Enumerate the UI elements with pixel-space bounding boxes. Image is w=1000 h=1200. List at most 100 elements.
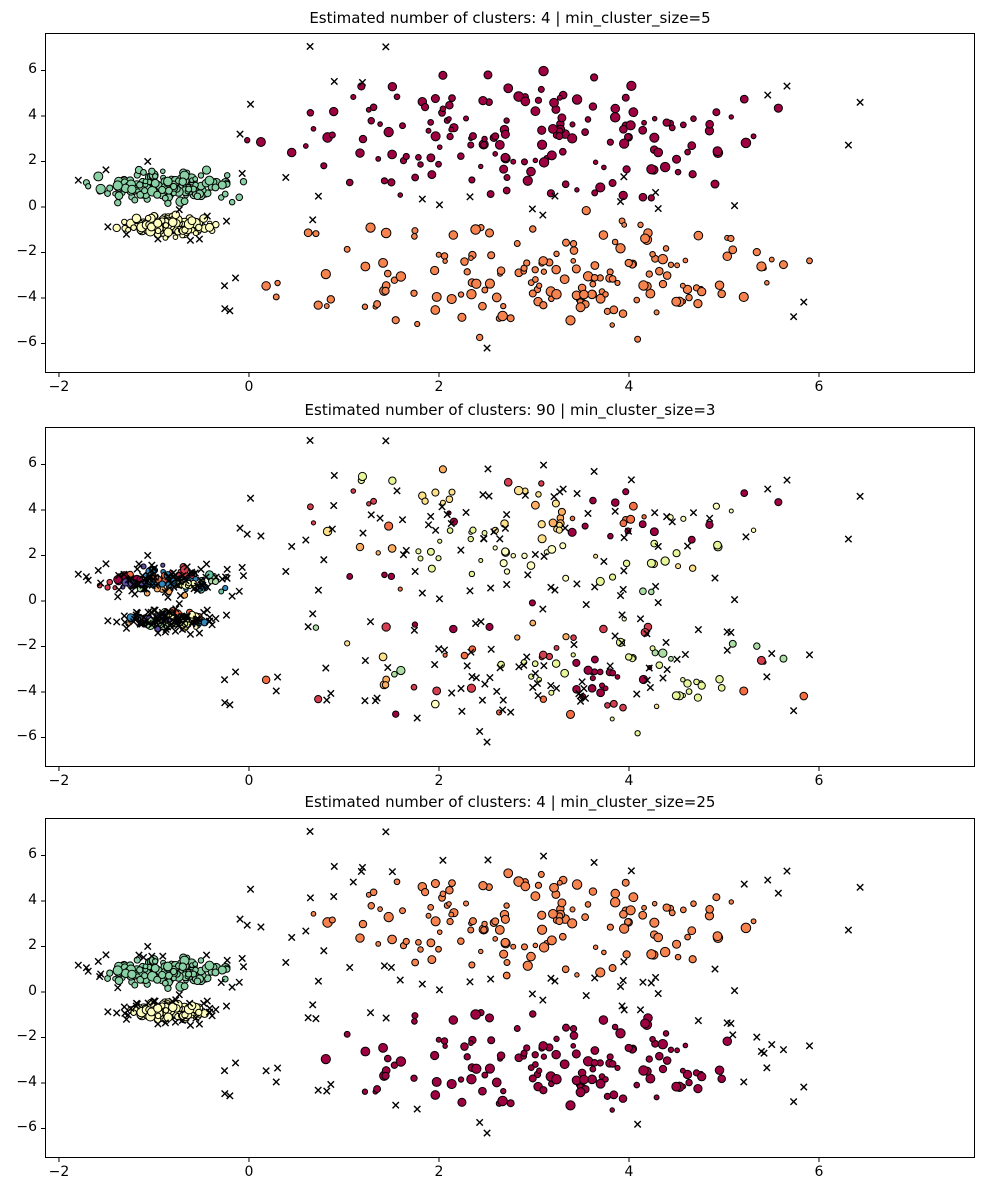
noise-point bbox=[182, 576, 190, 585]
data-point bbox=[387, 81, 398, 92]
noise-point bbox=[481, 680, 489, 688]
noise-point bbox=[94, 566, 102, 575]
data-point bbox=[705, 119, 714, 129]
data-point bbox=[503, 959, 511, 967]
data-point bbox=[671, 691, 681, 701]
x-tick-label: 6 bbox=[814, 379, 824, 395]
data-point bbox=[598, 1015, 609, 1025]
data-point bbox=[448, 1015, 459, 1025]
data-point bbox=[148, 167, 156, 175]
noise-point bbox=[618, 1002, 626, 1010]
data-point bbox=[637, 221, 644, 229]
axes-border bbox=[45, 818, 975, 1158]
data-point bbox=[388, 476, 397, 485]
data-point bbox=[478, 163, 484, 170]
data-point bbox=[500, 914, 510, 924]
data-point bbox=[551, 289, 562, 300]
noise-point bbox=[633, 690, 641, 698]
noise-point bbox=[600, 557, 608, 566]
noise-point bbox=[740, 880, 748, 888]
noise-point bbox=[424, 521, 433, 529]
data-point bbox=[679, 282, 686, 289]
data-point bbox=[596, 688, 605, 698]
data-point bbox=[532, 276, 539, 283]
noise-point bbox=[174, 582, 183, 590]
data-point bbox=[497, 310, 508, 322]
data-point bbox=[539, 650, 548, 660]
data-point bbox=[551, 1049, 561, 1060]
data-point bbox=[313, 300, 323, 310]
data-point bbox=[628, 107, 639, 118]
noise-point bbox=[582, 991, 590, 1000]
data-point bbox=[475, 333, 484, 342]
noise-point bbox=[314, 977, 323, 985]
noise-point bbox=[413, 714, 421, 722]
data-point bbox=[205, 222, 215, 232]
noise-point bbox=[528, 205, 537, 213]
data-point bbox=[587, 289, 597, 300]
data-point bbox=[445, 886, 454, 895]
data-point bbox=[381, 681, 390, 689]
data-point bbox=[136, 190, 145, 199]
noise-point bbox=[856, 98, 864, 107]
data-point bbox=[685, 1078, 693, 1087]
noise-point bbox=[856, 883, 864, 892]
noise-point bbox=[643, 630, 651, 638]
data-point bbox=[114, 976, 124, 986]
noise-point bbox=[220, 282, 229, 290]
axes-border bbox=[45, 33, 975, 373]
data-point bbox=[360, 1046, 371, 1057]
noise-point bbox=[104, 1008, 112, 1016]
data-point bbox=[587, 1074, 597, 1085]
noise-point bbox=[399, 550, 408, 559]
data-point bbox=[581, 913, 589, 921]
data-point bbox=[556, 879, 563, 886]
data-point bbox=[160, 168, 166, 175]
data-point bbox=[662, 1030, 670, 1037]
data-point bbox=[712, 108, 721, 117]
data-point bbox=[367, 117, 375, 125]
noise-point bbox=[322, 664, 330, 672]
data-point bbox=[536, 1067, 543, 1074]
noise-point bbox=[411, 567, 419, 576]
data-point bbox=[499, 164, 509, 174]
data-point bbox=[383, 269, 392, 278]
noise-point bbox=[531, 550, 540, 559]
noise-point bbox=[410, 626, 419, 635]
data-point bbox=[717, 1074, 726, 1084]
data-point bbox=[728, 245, 738, 255]
data-point bbox=[532, 157, 539, 164]
data-point bbox=[614, 279, 621, 286]
noise-point bbox=[643, 676, 651, 684]
data-point bbox=[739, 94, 749, 104]
noise-point bbox=[711, 965, 719, 973]
data-point bbox=[162, 222, 170, 229]
data-point bbox=[520, 881, 531, 892]
data-point bbox=[513, 485, 524, 496]
noise-point bbox=[151, 573, 159, 581]
data-point bbox=[440, 1037, 449, 1045]
data-point bbox=[653, 703, 660, 710]
data-point bbox=[402, 937, 410, 946]
data-point bbox=[538, 480, 545, 487]
data-point bbox=[658, 648, 668, 658]
noise-point bbox=[396, 976, 404, 984]
noise-point bbox=[435, 595, 444, 603]
data-point bbox=[609, 897, 621, 908]
data-point bbox=[463, 900, 470, 907]
y-tick-label: −6 bbox=[16, 728, 37, 745]
noise-point bbox=[154, 629, 162, 637]
data-point bbox=[529, 225, 537, 233]
noise-point bbox=[462, 508, 470, 517]
data-point bbox=[154, 227, 162, 235]
x-tick-label: 4 bbox=[624, 379, 634, 395]
noise-point bbox=[186, 630, 195, 638]
data-point bbox=[471, 1063, 482, 1074]
data-point bbox=[468, 917, 477, 926]
data-point bbox=[500, 937, 510, 948]
data-point bbox=[513, 91, 524, 102]
data-point bbox=[609, 699, 618, 708]
noise-point bbox=[591, 583, 599, 591]
data-point bbox=[369, 888, 378, 897]
data-point bbox=[717, 289, 726, 299]
